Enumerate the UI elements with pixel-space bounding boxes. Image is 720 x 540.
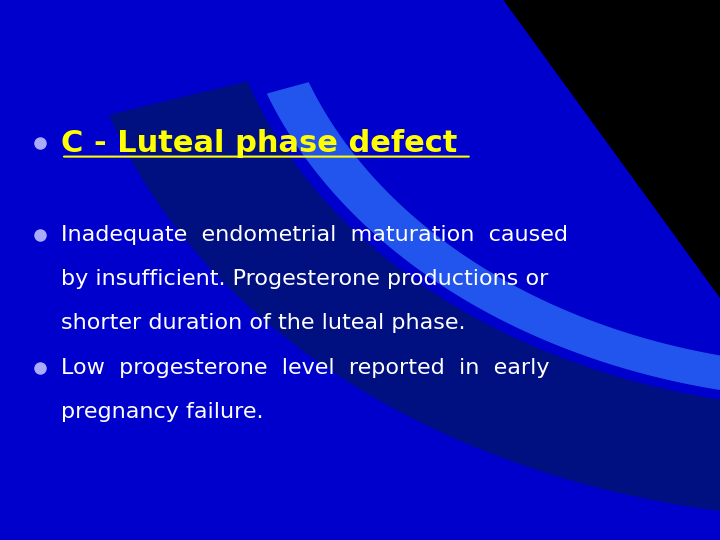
Text: Inadequate  endometrial  maturation  caused: Inadequate endometrial maturation caused — [61, 225, 568, 245]
Polygon shape — [268, 83, 720, 400]
Text: Low  progesterone  level  reported  in  early: Low progesterone level reported in early — [61, 357, 549, 378]
Polygon shape — [110, 82, 720, 518]
Text: C - Luteal phase defect: C - Luteal phase defect — [61, 129, 458, 158]
Text: by insufficient. Progesterone productions or: by insufficient. Progesterone production… — [61, 269, 549, 289]
Text: shorter duration of the luteal phase.: shorter duration of the luteal phase. — [61, 313, 466, 334]
Polygon shape — [504, 0, 720, 297]
Text: pregnancy failure.: pregnancy failure. — [61, 402, 264, 422]
